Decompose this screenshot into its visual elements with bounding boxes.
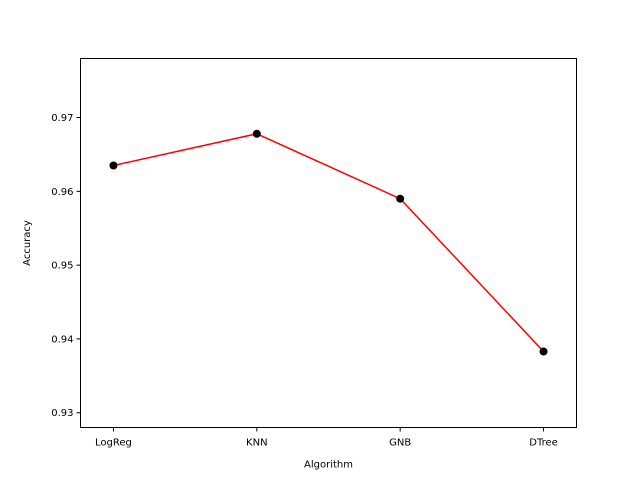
series-line: [113, 132, 545, 352]
axes-frame: [80, 58, 577, 428]
plot-area: [109, 129, 548, 356]
y-tick-label: 0.94: [51, 334, 73, 345]
data-point: [396, 194, 405, 203]
y-tick-label: 0.96: [51, 187, 73, 198]
data-point: [539, 347, 548, 356]
x-tick-label: KNN: [246, 438, 268, 449]
x-axis-label: Algorithm: [304, 460, 353, 471]
y-tick-label: 0.93: [51, 408, 73, 419]
data-point: [109, 161, 118, 170]
y-tick-label: 0.95: [51, 261, 73, 272]
x-tick-label: LogReg: [95, 438, 132, 449]
y-axis-label: Accuracy: [22, 220, 33, 266]
data-point: [252, 129, 261, 138]
x-tick-label: DTree: [529, 438, 558, 449]
x-tick-label: GNB: [389, 438, 411, 449]
x-axis: LogReg KNN GNB DTree: [95, 427, 558, 449]
y-axis: 0.93 0.94 0.95 0.96 0.97: [51, 113, 81, 419]
y-tick-label: 0.97: [51, 113, 73, 124]
